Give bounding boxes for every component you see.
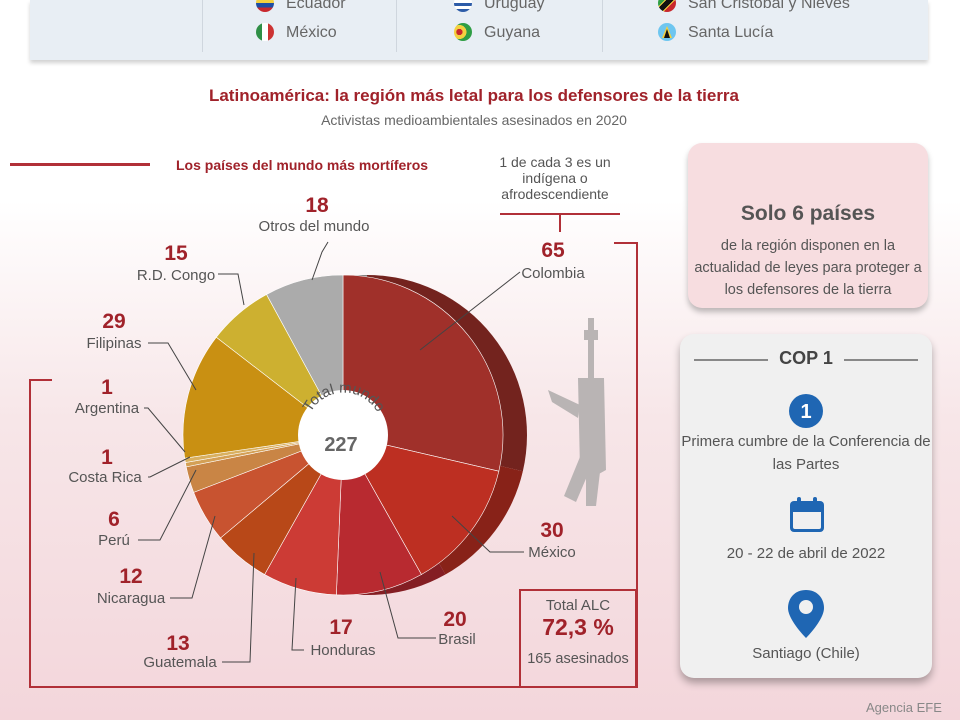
location-pin-icon <box>788 590 824 638</box>
cop-date-text: 20 - 22 de abril de 2022 <box>726 545 886 562</box>
data-value-label: 1 <box>101 446 113 469</box>
country-guyana: Guyana <box>454 23 540 42</box>
data-value-label: 6 <box>108 508 120 531</box>
category-label: Filipinas <box>86 335 141 352</box>
data-value-label: 13 <box>166 632 189 655</box>
chart-subtitle: Activistas medioambientales asesinados e… <box>321 112 627 128</box>
data-value-label: 15 <box>164 242 188 265</box>
law-panel <box>688 143 928 308</box>
category-label: Honduras <box>310 642 375 659</box>
pie-center <box>298 390 388 480</box>
category-label: Argentina <box>75 400 140 417</box>
law-text: de la región disponen en la actualidad d… <box>694 238 922 298</box>
pie-slice-m-xico <box>342 434 500 575</box>
country-saint-lucia: Santa Lucía <box>658 23 773 42</box>
band-divider <box>202 0 203 52</box>
total-alc-label: Total ALC <box>545 597 611 614</box>
data-value-label: 29 <box>102 310 125 333</box>
category-label: Brasil <box>438 631 476 648</box>
leader-line <box>218 273 245 306</box>
rifle-icon <box>548 318 606 506</box>
indigenous-note: 1 de cada 3 es un indígena o afrodescend… <box>499 154 611 202</box>
flag-guyana-icon <box>454 23 472 41</box>
step-number: 1 <box>800 401 811 423</box>
data-value-label: 17 <box>329 616 352 639</box>
credit: Agencia EFE <box>866 700 942 715</box>
cop-rule-right <box>844 359 918 361</box>
leader-line <box>144 407 186 453</box>
cop-title: COP 1 <box>779 348 833 368</box>
leader-line <box>170 515 216 599</box>
leader-line <box>138 469 197 541</box>
step-number-icon: 1 <box>789 394 823 428</box>
category-label: Perú <box>98 532 130 549</box>
data-value-label: 1 <box>101 376 113 399</box>
leader-line <box>379 571 436 639</box>
category-label: Colombia <box>521 265 585 282</box>
category-label: Costa Rica <box>68 469 142 486</box>
latam-bracket <box>29 242 638 688</box>
total-alc-count: 165 asesinados <box>527 651 629 667</box>
leader-line <box>291 577 304 651</box>
pie-center-total: 227 <box>324 434 357 456</box>
section-rule <box>10 163 150 166</box>
leader-line <box>222 552 255 663</box>
flag-ecuador-icon <box>256 0 274 12</box>
flag-saint-lucia-icon <box>658 23 676 41</box>
country-ecuador: Ecuador <box>256 0 346 13</box>
section-label: Los países del mundo más mortíferos <box>176 157 429 173</box>
leader-line <box>311 241 329 281</box>
country-mexico: México <box>256 23 337 42</box>
leader-line <box>419 271 521 351</box>
data-value-label: 20 <box>443 608 466 631</box>
chart-title: Latinoamérica: la región más letal para … <box>208 86 740 105</box>
data-value-label: 65 <box>541 239 565 262</box>
cop-rule-left <box>694 359 768 361</box>
leader-line <box>451 515 524 553</box>
country-band <box>30 0 928 60</box>
flag-mexico-icon <box>256 23 274 41</box>
data-value-label: 12 <box>119 565 142 588</box>
category-label: México <box>528 544 576 561</box>
country-uruguay: Uruguay <box>454 0 544 13</box>
pie-chart: Total mundo 227 65Colombia30México20Bras… <box>29 194 638 688</box>
data-value-label: 30 <box>540 519 563 542</box>
cop-summit-text: Primera cumbre de la Conferencia de las … <box>681 433 931 473</box>
law-title: Solo 6 países <box>740 202 876 225</box>
leader-line <box>148 342 197 391</box>
flag-uruguay-icon <box>454 0 472 12</box>
calendar-icon <box>790 497 824 532</box>
total-alc-box <box>519 589 637 688</box>
country-saint-kitts: San Cristobal y Nieves <box>658 0 850 13</box>
band-divider <box>602 0 603 52</box>
flag-saint-kitts-icon <box>658 0 676 12</box>
category-label: Guatemala <box>143 654 217 671</box>
cop-location-text: Santiago (Chile) <box>752 645 860 662</box>
category-label: Nicaragua <box>97 590 166 607</box>
band-divider <box>396 0 397 52</box>
category-label: R.D. Congo <box>137 267 215 284</box>
data-value-label: 18 <box>305 194 329 217</box>
category-label: Otros del mundo <box>259 218 370 235</box>
leader-line <box>148 456 191 478</box>
total-alc-percent: 72,3 % <box>542 614 614 640</box>
